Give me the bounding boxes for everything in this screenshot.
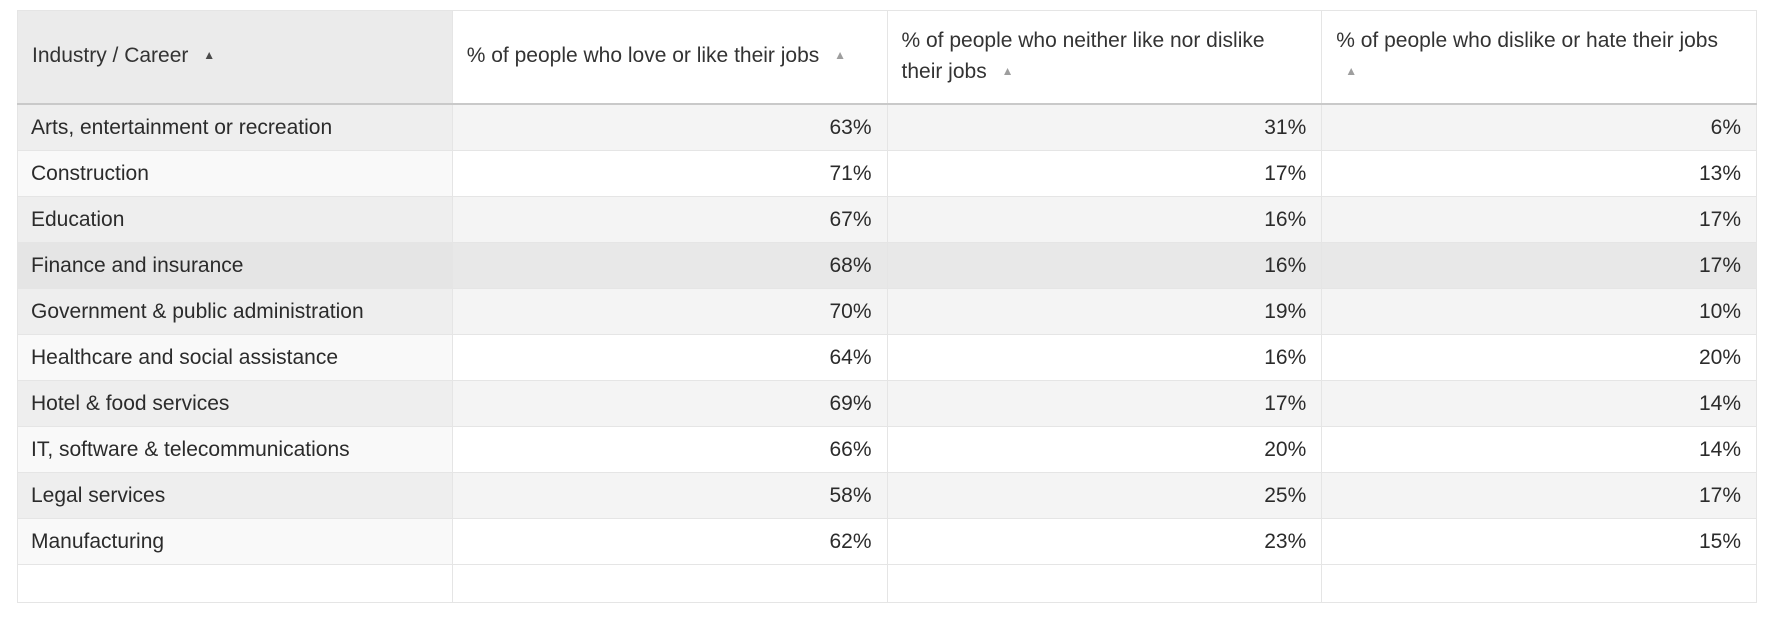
cell-dislike-hate: 13%	[1321, 150, 1757, 197]
cell-love-like: 58%	[451, 472, 888, 519]
table-row: Legal services 58% 25% 17%	[17, 472, 1757, 519]
table-row: Manufacturing 62% 23% 15%	[17, 518, 1757, 565]
table-row: Education 67% 16% 17%	[17, 196, 1757, 243]
cell-dislike-hate: 14%	[1321, 426, 1757, 473]
column-header-industry[interactable]: Industry / Career ▲	[17, 10, 453, 105]
cell-industry: Hotel & food services	[17, 380, 453, 427]
cell-neutral: 20%	[886, 426, 1323, 473]
cell-love-like: 66%	[451, 426, 888, 473]
cell-industry: Education	[17, 196, 453, 243]
cell-neutral: 25%	[886, 472, 1323, 519]
cell-industry: Finance and insurance	[17, 242, 453, 289]
table-row: Construction 71% 17% 13%	[17, 150, 1757, 197]
column-header-neutral[interactable]: % of people who neither like nor dislike…	[886, 10, 1323, 105]
cell-dislike-hate: 20%	[1321, 334, 1757, 381]
cell-love-like: 71%	[451, 150, 888, 197]
table-row: Finance and insurance 68% 16% 17%	[17, 242, 1757, 289]
empty-cell	[886, 564, 1323, 603]
cell-industry: IT, software & telecommunications	[17, 426, 453, 473]
column-header-label: % of people who love or like their jobs	[466, 44, 820, 67]
industry-job-satisfaction-table: Industry / Career ▲ % of people who love…	[17, 10, 1757, 603]
empty-cell	[451, 564, 888, 603]
cell-industry: Healthcare and social assistance	[17, 334, 453, 381]
cell-neutral: 16%	[886, 242, 1323, 289]
column-header-label: Industry / Career	[32, 44, 189, 67]
cell-industry: Arts, entertainment or recreation	[17, 103, 453, 151]
table-row: IT, software & telecommunications 66% 20% 1…	[17, 426, 1757, 473]
cell-dislike-hate: 17%	[1321, 242, 1757, 289]
cell-neutral: 17%	[886, 380, 1323, 427]
cell-neutral: 17%	[886, 150, 1323, 197]
cell-love-like: 70%	[451, 288, 888, 335]
header-row: Industry / Career ▲ % of people who love…	[17, 10, 1757, 105]
table-body: Arts, entertainment or recreation 63% 31% 6…	[17, 103, 1757, 603]
cell-love-like: 68%	[451, 242, 888, 289]
sort-ascending-icon: ▲	[203, 48, 216, 62]
cell-neutral: 16%	[886, 334, 1323, 381]
empty-row	[17, 564, 1757, 603]
cell-dislike-hate: 17%	[1321, 472, 1757, 519]
cell-industry: Government & public administration	[17, 288, 453, 335]
table-row: Government & public administration 70% 19%…	[17, 288, 1757, 335]
cell-neutral: 31%	[886, 103, 1323, 151]
cell-industry: Legal services	[17, 472, 453, 519]
table-row: Healthcare and social assistance 64% 16% 20…	[17, 334, 1757, 381]
cell-love-like: 64%	[451, 334, 888, 381]
table-row: Arts, entertainment or recreation 63% 31% 6…	[17, 103, 1757, 151]
empty-cell	[17, 564, 453, 603]
cell-neutral: 23%	[886, 518, 1323, 565]
data-table: Industry / Career ▲ % of people who love…	[17, 10, 1757, 603]
cell-industry: Manufacturing	[17, 518, 453, 565]
sort-ascending-icon: ▲	[834, 48, 847, 62]
table-row: Hotel & food services 69% 17% 14%	[17, 380, 1757, 427]
cell-love-like: 63%	[451, 103, 888, 151]
cell-dislike-hate: 17%	[1321, 196, 1757, 243]
column-header-label: % of people who dislike or hate their jo…	[1336, 28, 1718, 52]
cell-neutral: 16%	[886, 196, 1323, 243]
cell-neutral: 19%	[886, 288, 1323, 335]
cell-love-like: 67%	[451, 196, 888, 243]
sort-ascending-icon: ▲	[1345, 63, 1358, 78]
cell-dislike-hate: 6%	[1321, 103, 1757, 151]
sort-ascending-icon: ▲	[1001, 63, 1014, 78]
cell-dislike-hate: 10%	[1321, 288, 1757, 335]
column-header-dislike-hate[interactable]: % of people who dislike or hate their jo…	[1321, 10, 1757, 105]
cell-dislike-hate: 15%	[1321, 518, 1757, 565]
cell-love-like: 62%	[451, 518, 888, 565]
cell-dislike-hate: 14%	[1321, 380, 1757, 427]
column-header-label: % of people who neither like nor dislike…	[901, 28, 1265, 83]
cell-industry: Construction	[17, 150, 453, 197]
column-header-love-like[interactable]: % of people who love or like their jobs …	[451, 10, 888, 105]
empty-cell	[1321, 564, 1757, 603]
cell-love-like: 69%	[451, 380, 888, 427]
